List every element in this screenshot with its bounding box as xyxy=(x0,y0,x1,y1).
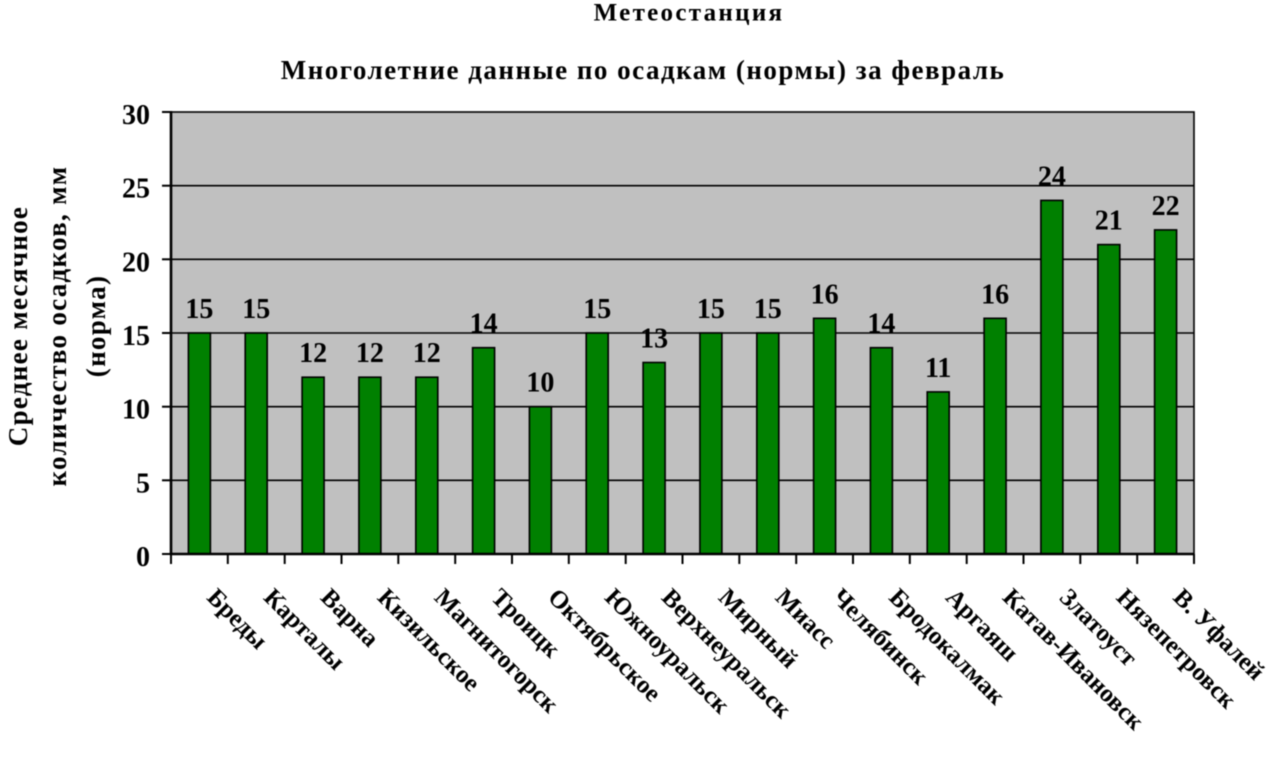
svg-text:10: 10 xyxy=(122,395,150,426)
svg-text:12: 12 xyxy=(413,338,441,369)
svg-text:15: 15 xyxy=(754,294,782,325)
svg-text:24: 24 xyxy=(1038,161,1066,192)
svg-text:25: 25 xyxy=(122,174,150,205)
svg-text:Среднее месячное: Среднее месячное xyxy=(3,206,33,446)
svg-text:21: 21 xyxy=(1095,206,1123,237)
svg-text:10: 10 xyxy=(526,368,554,399)
svg-text:15: 15 xyxy=(122,321,150,352)
svg-text:14: 14 xyxy=(470,309,498,340)
svg-text:количество осадков, мм: количество осадков, мм xyxy=(42,166,72,487)
svg-text:14: 14 xyxy=(867,309,895,340)
svg-text:Многолетние данные по осадкам: Многолетние данные по осадкам (нормы) за… xyxy=(281,55,1006,85)
svg-text:16: 16 xyxy=(811,279,839,310)
svg-text:22: 22 xyxy=(1152,191,1180,222)
svg-text:Метеостанция: Метеостанция xyxy=(594,0,785,27)
svg-text:12: 12 xyxy=(356,338,384,369)
svg-text:Бреды: Бреды xyxy=(201,584,272,655)
svg-text:0: 0 xyxy=(136,542,150,573)
svg-text:13: 13 xyxy=(640,324,668,355)
svg-text:15: 15 xyxy=(242,294,270,325)
svg-text:5: 5 xyxy=(136,468,150,499)
svg-text:(норма): (норма) xyxy=(81,275,111,377)
svg-text:16: 16 xyxy=(981,279,1009,310)
svg-text:30: 30 xyxy=(122,100,150,131)
svg-text:12: 12 xyxy=(299,338,327,369)
svg-text:20: 20 xyxy=(122,247,150,278)
svg-text:15: 15 xyxy=(697,294,725,325)
svg-text:15: 15 xyxy=(583,294,611,325)
svg-text:11: 11 xyxy=(925,353,951,384)
svg-text:15: 15 xyxy=(185,294,213,325)
